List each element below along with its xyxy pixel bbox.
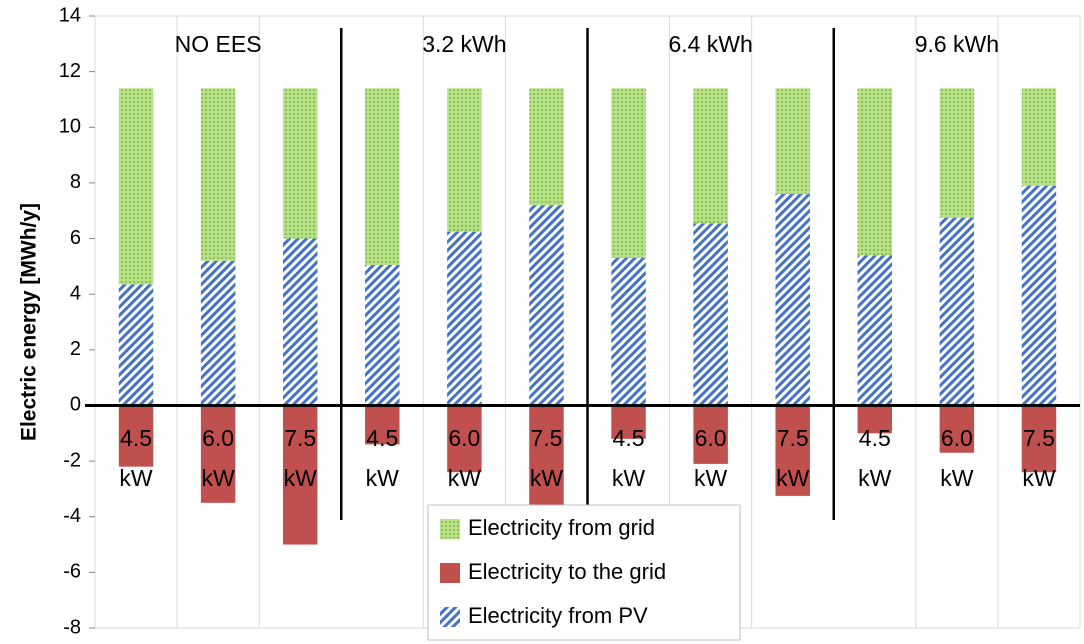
x-tick-label-line: 7.5 (1023, 425, 1055, 451)
x-tick-label-line: kW (366, 465, 400, 491)
bar (282, 88, 318, 239)
bar (365, 88, 400, 265)
x-tick-label-line: 6.0 (448, 425, 480, 451)
bar (775, 194, 810, 406)
x-tick-label: 4.5 kW (612, 425, 646, 491)
bar (447, 231, 482, 406)
x-tick-label-line: 4.5 (120, 425, 152, 451)
bar (118, 88, 154, 285)
y-tick-label: -2 (63, 449, 81, 471)
x-tick-label-line: 6.0 (941, 425, 973, 451)
bar (282, 238, 318, 406)
y-tick-label: -6 (63, 561, 81, 583)
x-tick-label-line: 7.5 (284, 425, 316, 451)
bar (693, 405, 728, 464)
x-tick-label: 6.0 kW (448, 425, 482, 491)
bar (611, 88, 646, 259)
bar (118, 405, 154, 467)
y-tick-label: 6 (70, 227, 81, 249)
x-tick-label-line: kW (448, 465, 482, 491)
x-tick-label-line: kW (119, 465, 153, 491)
group-label: NO EES (175, 31, 262, 57)
bar (857, 255, 893, 406)
y-tick-label: 0 (70, 394, 81, 416)
y-tick-label: -4 (63, 505, 81, 527)
bar (939, 217, 975, 406)
y-tick-label: 12 (59, 60, 81, 82)
bar (775, 405, 810, 496)
x-tick-label-line: kW (858, 465, 892, 491)
x-tick-label-line: 7.5 (530, 425, 562, 451)
y-tick-label: -8 (63, 616, 81, 638)
bar (447, 88, 482, 232)
legend-swatch (440, 563, 460, 583)
x-tick-label: 7.5 kW (1022, 425, 1056, 491)
y-tick-label: 14 (59, 4, 81, 26)
x-tick-label-line: kW (284, 465, 318, 491)
y-tick-label: 8 (70, 171, 81, 193)
legend-label: Electricity to the grid (468, 559, 666, 584)
bar (282, 405, 318, 545)
y-axis-label: Electric energy [MWh/y] (18, 203, 41, 441)
bar (200, 88, 236, 261)
x-tick-label-line: kW (202, 465, 236, 491)
bar (857, 405, 893, 434)
bar (939, 88, 975, 218)
x-tick-label-line: 6.0 (695, 425, 727, 451)
bar (857, 88, 893, 256)
bar (447, 405, 482, 473)
bar (775, 88, 810, 195)
x-tick-label-line: kW (530, 465, 564, 491)
x-tick-label: 6.0 kW (202, 425, 236, 491)
bar (529, 205, 564, 406)
group-label: 3.2 kWh (422, 31, 506, 57)
x-tick-label-line: 4.5 (859, 425, 891, 451)
bar (200, 405, 236, 503)
x-tick-label: 6.0 kW (694, 425, 728, 491)
legend-swatch (440, 607, 460, 627)
bar (611, 258, 646, 406)
bar (611, 405, 646, 439)
bar (529, 405, 564, 510)
group-label: 9.6 kWh (915, 31, 999, 57)
x-tick-label-line: kW (694, 465, 728, 491)
bar (693, 88, 728, 224)
bar (939, 405, 975, 453)
x-tick-label-line: 7.5 (777, 425, 809, 451)
group-label: 6.4 kWh (668, 31, 752, 57)
legend-label: Electricity from grid (468, 515, 655, 540)
legend (427, 504, 741, 641)
x-tick-label-line: 6.0 (202, 425, 234, 451)
y-tick-label: 2 (70, 338, 81, 360)
x-tick-label: 7.5 kW (776, 425, 810, 491)
y-tick-label: 4 (70, 282, 81, 304)
x-tick-label-line: kW (776, 465, 810, 491)
x-tick-label-line: kW (1022, 465, 1056, 491)
legend-swatch (440, 519, 460, 539)
bar (200, 260, 236, 406)
x-tick-label-line: kW (940, 465, 974, 491)
bar (365, 405, 400, 445)
x-tick-label-line: 4.5 (613, 425, 645, 451)
bar (693, 223, 728, 406)
x-tick-label: 7.5 kW (284, 425, 318, 491)
bar (1021, 405, 1057, 473)
x-tick-label: 4.5 kW (119, 425, 153, 491)
legend-label: Electricity from PV (468, 603, 648, 628)
bar (529, 88, 564, 206)
bar (365, 264, 400, 406)
y-tick-label: 10 (59, 116, 81, 138)
bar (1021, 185, 1057, 406)
x-tick-label-line: 4.5 (366, 425, 398, 451)
x-tick-label: 7.5 kW (530, 425, 564, 491)
x-tick-label: 4.5 kW (858, 425, 892, 491)
x-tick-label: 6.0 kW (940, 425, 974, 491)
bar (1021, 88, 1057, 186)
x-tick-label: 4.5 kW (366, 425, 400, 491)
x-tick-label-line: kW (612, 465, 646, 491)
bar (118, 284, 154, 406)
